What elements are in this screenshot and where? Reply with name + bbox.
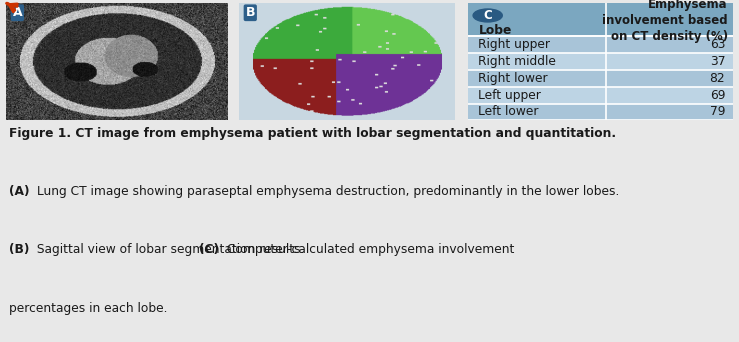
Text: C: C: [483, 9, 492, 22]
Bar: [468, 3, 733, 36]
Text: Sagittal view of lobar segmentation results.: Sagittal view of lobar segmentation resu…: [33, 244, 308, 256]
Text: Left upper: Left upper: [478, 89, 541, 102]
Text: Emphysema
involvement based
on CT density (%): Emphysema involvement based on CT densit…: [602, 0, 728, 43]
Text: B: B: [245, 6, 255, 19]
Text: 82: 82: [709, 72, 725, 85]
Circle shape: [473, 9, 503, 22]
Bar: [468, 53, 733, 70]
Text: (A): (A): [9, 185, 30, 198]
Text: (C): (C): [200, 244, 219, 256]
Bar: [468, 87, 733, 104]
Text: 37: 37: [709, 55, 725, 68]
Text: Right lower: Right lower: [478, 72, 548, 85]
Text: Lobe: Lobe: [478, 24, 512, 37]
Text: Lung CT image showing paraseptal emphysema destruction, predominantly in the low: Lung CT image showing paraseptal emphyse…: [33, 185, 619, 198]
Text: Right middle: Right middle: [478, 55, 556, 68]
Bar: [468, 104, 733, 120]
Text: percentages in each lobe.: percentages in each lobe.: [9, 302, 167, 315]
Text: 63: 63: [709, 38, 725, 51]
Text: Figure 1. CT image from emphysema patient with lobar segmentation and quantitati: Figure 1. CT image from emphysema patien…: [9, 127, 616, 140]
Text: A: A: [13, 6, 22, 19]
Text: 69: 69: [709, 89, 725, 102]
Bar: [468, 70, 733, 87]
Text: (B): (B): [9, 244, 30, 256]
Text: 79: 79: [709, 105, 725, 118]
Text: Computer-calculated emphysema involvement: Computer-calculated emphysema involvemen…: [223, 244, 514, 256]
Text: Right upper: Right upper: [478, 38, 551, 51]
Text: Left lower: Left lower: [478, 105, 539, 118]
Bar: [468, 36, 733, 53]
